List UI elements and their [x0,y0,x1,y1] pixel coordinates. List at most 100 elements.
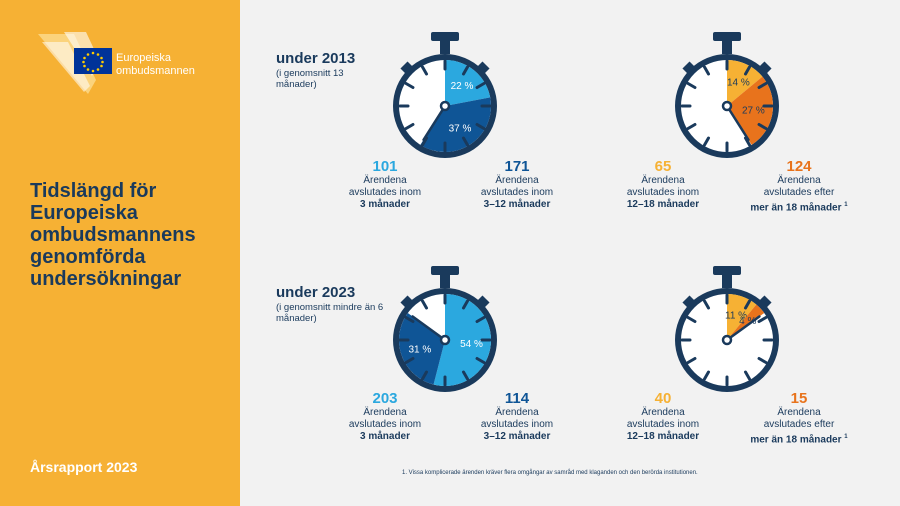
tick-mark [462,370,469,381]
slice-label: 11 % [725,310,747,321]
tick-mark [757,123,768,130]
pie-slice [399,312,445,385]
tick-mark [703,370,710,381]
slice-label: 54 % [460,339,483,350]
title-line: genomförda [30,246,146,268]
stat-number: 15 [790,390,808,407]
pie-slice [420,97,491,153]
stat-line: avslutades efter [763,187,835,198]
stat-2023-3-12m: 114 Ärendena avslutades inom 3–12 månade… [462,390,572,443]
stat-2013-12-18m: 65 Ärendena avslutades inom 12–18 månade… [608,158,718,211]
year-heading-2023: under 2023 [276,284,356,301]
european-ombudsman-logo [38,32,112,94]
logo-text: Europeiska ombudsmannen [116,52,195,78]
stopwatch-2013-long: 14 % 27 % [675,32,779,158]
pie-slice [727,76,773,145]
pie-slice [727,294,757,340]
tick-mark [475,123,486,130]
slice-label: 14 % [727,77,750,88]
stopwatch-2013-short: 22 % 37 % [393,32,497,158]
stat-line: avslutades inom [480,419,554,430]
stat-period: 3 månader [359,431,411,442]
tick-mark [686,82,697,89]
stat-number: 101 [372,158,398,175]
watch-center [439,100,451,112]
year-subtitle-2023: (i genomsnitt mindre än 6 månader) [276,302,384,324]
pie-slice [433,294,492,386]
tick-mark [744,65,751,76]
stat-period: 3 månader [359,199,411,210]
watch-hand [411,315,447,342]
slice-label: 27 % [742,106,765,117]
slice-label: 31 % [408,345,431,356]
slice-label: 37 % [449,124,472,135]
tick-mark [703,299,710,310]
slice-label: 4 % [739,316,756,327]
watch-hand [725,104,750,142]
stat-line: avslutades inom [626,419,700,430]
stat-line: Ärendena [363,407,407,418]
tick-mark [744,370,751,381]
tick-mark [462,299,469,310]
tick-mark [744,136,751,147]
stat-number: 124 [786,158,812,175]
stat-line: avslutades inom [626,187,700,198]
crown [431,32,459,41]
tick-mark [703,136,710,147]
stat-line: Ärendena [495,175,539,186]
tick-mark [757,316,768,323]
tick-mark [462,65,469,76]
tick-mark [421,136,428,147]
footnote: 1. Vissa komplicerade ärenden kräver fle… [402,470,698,476]
stat-number: 203 [372,390,398,407]
stat-line: Ärendena [777,407,821,418]
stat-line: Ärendena [641,407,685,418]
stat-2013-18m-plus: 124 Ärendena avslutades efter mer än 18 … [744,158,854,214]
stat-period: 3–12 månader [483,431,551,442]
stat-line: avslutades inom [348,419,422,430]
sidebar: Europeiska ombudsmannen Tidslängd för Eu… [0,0,240,506]
stat-period: mer än 18 månader 1 [744,199,854,214]
stat-2023-12-18m: 40 Ärendena avslutades inom 12–18 månade… [608,390,718,443]
tick-mark [462,136,469,147]
watch-hand [422,104,447,142]
tick-mark [757,357,768,364]
stat-2013-3m: 101 Ärendena avslutades inom 3 månader [330,158,440,211]
logo-line2: ombudsmannen [116,65,195,77]
stat-2023-3m: 203 Ärendena avslutades inom 3 månader [330,390,440,443]
crown [431,266,459,275]
stat-number: 114 [504,390,530,407]
tick-mark [686,316,697,323]
crown [713,32,741,41]
pie-slice [445,60,491,106]
stat-line: Ärendena [641,175,685,186]
watch-hand [725,315,761,342]
tick-mark [421,65,428,76]
stat-number: 65 [654,158,672,175]
report-label: Årsrapport 2023 [30,459,138,475]
year-heading-2013: under 2013 [276,50,356,67]
tick-mark [744,299,751,310]
tick-mark [404,123,415,130]
stat-number: 40 [654,390,672,407]
stopwatch-2023-long: 11 %4 % [675,266,779,392]
title-line: undersökningar [30,268,182,290]
watch-center [439,334,451,346]
tick-mark [757,82,768,89]
tick-mark [475,82,486,89]
crown-stem [722,274,732,288]
watch-center [721,100,733,112]
footnote-marker: 1 [844,434,848,440]
tick-mark [404,316,415,323]
stat-line: avslutades efter [763,419,835,430]
pie-slice [727,60,763,106]
stat-number: 171 [504,158,530,175]
stat-period-text: mer än 18 månader [750,202,842,214]
tick-mark [475,357,486,364]
stat-period: 3–12 månader [483,199,551,210]
logo-line1: Europeiska [116,52,172,64]
stat-line: Ärendena [777,175,821,186]
pie-slice [727,304,765,340]
title-line: Europeiska [30,202,138,224]
watch-center [721,334,733,346]
